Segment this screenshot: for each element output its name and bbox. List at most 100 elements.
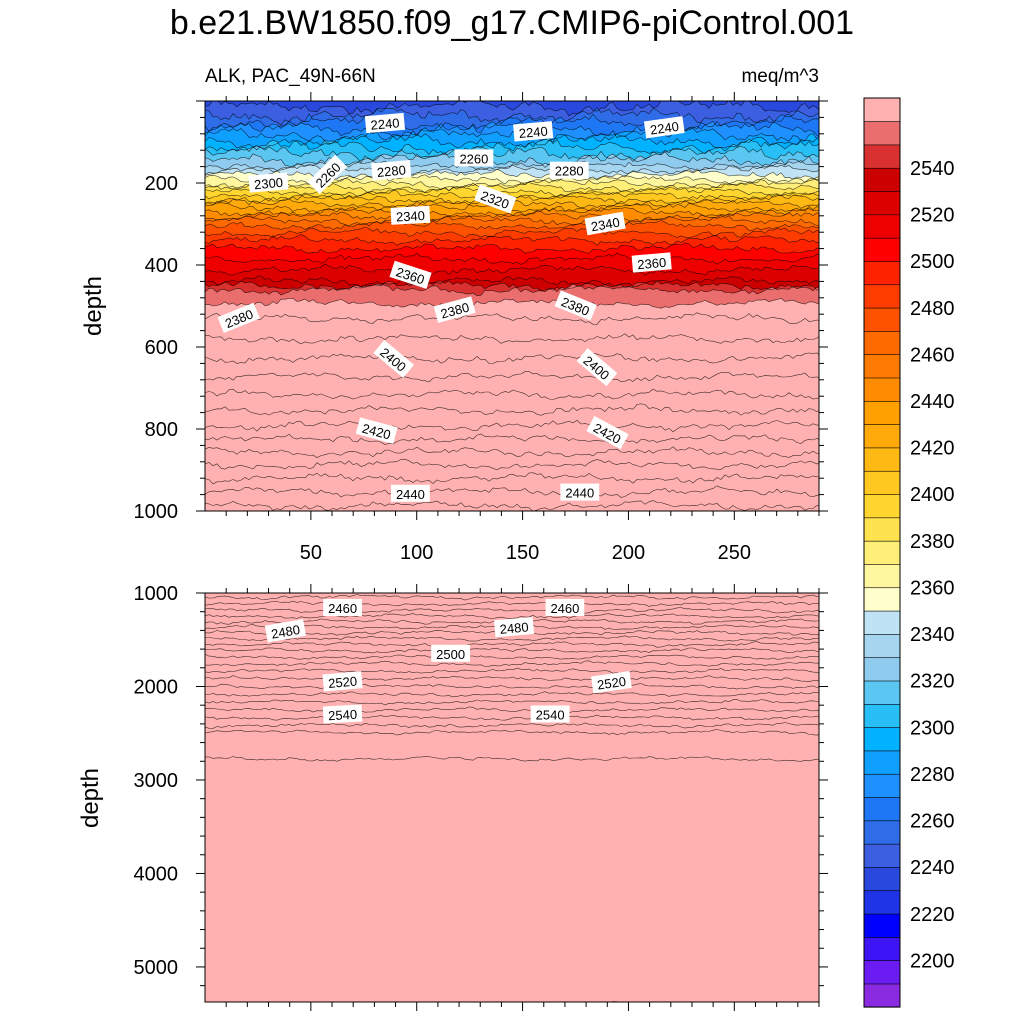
upper-contour-line-2370: [205, 280, 819, 292]
upper-contour-line-2415: [205, 419, 819, 433]
colorbar-box-21: [863, 493, 901, 519]
upper-contour-line-2265: [205, 160, 819, 171]
x-tick-label: 150: [506, 542, 539, 564]
upper-contour-line-2350: [205, 242, 819, 254]
upper-contour-label-6: 2280: [549, 161, 589, 179]
lower-contour-line-2450: [205, 594, 819, 601]
upper-contour-line-2325: [205, 209, 819, 223]
upper-panel-axes: 200 400 600 800 1000 50 100 150 200 250: [134, 92, 828, 564]
colorbar-box-16: [863, 610, 901, 635]
lower-contour-line-2520: [205, 683, 819, 690]
upper-panel-ylabel: depth: [80, 276, 107, 336]
colorbar-box-3: [863, 913, 901, 938]
lower-contour-label-7: 2540: [322, 704, 363, 724]
colorbar-box-23: [863, 447, 901, 472]
upper-contour-line-2365: [205, 275, 819, 288]
upper-contour-line-2235: [205, 121, 819, 139]
right-subtitle: meq/m^3: [741, 66, 819, 87]
lower-panel-ylabel: depth: [77, 768, 104, 828]
upper-contour-label-2: 2240: [643, 116, 685, 139]
colorbar-tick-label: 2260: [910, 811, 955, 833]
contour-label-box: [431, 644, 470, 662]
lower-contour-line-2455: [205, 600, 819, 607]
colorbar-box-18: [863, 563, 901, 589]
upper-contour-line-2385: [205, 312, 819, 325]
colorbar-box-11: [863, 727, 901, 752]
contour-label-box: [322, 671, 363, 692]
colorbar-box-22: [863, 470, 901, 495]
colorbar-box-28: [863, 330, 901, 355]
upper-contour-line-2330: [205, 214, 819, 227]
colorbar-box-9: [863, 773, 901, 798]
colorbar: 2200 2220 2240 2260 2280 2300 2320 2340 2360 2380…: [863, 97, 955, 1008]
upper-contour-label-10: 2340: [584, 211, 626, 236]
upper-y-tick-label: 800: [145, 419, 178, 441]
contour-label-text: 2480: [270, 622, 301, 642]
colorbar-box-38: [863, 97, 901, 122]
contour-label-text: 2440: [396, 487, 425, 502]
upper-contour-line-2260: [205, 151, 819, 169]
contour-label-box: [391, 484, 430, 502]
lower-contour-line-2505: [205, 660, 819, 667]
upper-contour-label-7: 2300: [248, 172, 289, 193]
left-subtitle: ALK, PAC_49N-66N: [205, 66, 376, 87]
upper-contour-line-2245: [205, 133, 819, 149]
colorbar-tick-label: 2220: [910, 904, 955, 926]
lower-panel-contour-fill: [205, 593, 819, 1002]
upper-contour-line-2295: [205, 186, 819, 198]
lower-contour-line-2530: [205, 699, 819, 706]
colorbar-box-37: [863, 121, 901, 146]
upper-contour-line-2450: [205, 524, 821, 535]
contour-label-box: [433, 296, 476, 323]
upper-contour-line-2445: [205, 500, 819, 511]
colorbar-tick-label: 2480: [910, 298, 955, 320]
upper-contour-line-2375: [205, 283, 819, 297]
contour-label-box: [591, 671, 632, 694]
lower-y-tick-label: 5000: [134, 957, 179, 979]
contour-label-text: 2540: [328, 707, 358, 723]
x-tick-label: 100: [400, 542, 433, 564]
contour-label-text: 2500: [436, 647, 465, 662]
colorbar-box-5: [863, 866, 901, 892]
lower-contour-label-3: 2480: [493, 616, 535, 638]
colorbar-tick-label: 2500: [910, 251, 955, 273]
colorbar-box-10: [863, 750, 901, 775]
colorbar-box-15: [863, 633, 901, 658]
contour-label-box: [323, 599, 362, 616]
colorbar-tick-label: 2240: [910, 857, 955, 879]
upper-contour-line-2410: [205, 403, 819, 416]
lower-contour-line-2540: [205, 714, 819, 721]
colorbar-tick-label: 2460: [910, 344, 955, 366]
colorbar-tick-label: 2200: [910, 950, 955, 972]
upper-contour-label-1: 2240: [513, 121, 554, 142]
contour-label-text: 2540: [536, 708, 565, 723]
x-tick-label: 250: [718, 542, 751, 564]
colorbar-box-6: [863, 843, 901, 868]
contour-label-text: 2520: [596, 674, 627, 693]
colorbar-box-1: [863, 960, 901, 985]
lower-contour-label-5: 2520: [322, 671, 363, 692]
lower-panel-frame: [204, 592, 820, 1003]
lower-y-tick-label: 2000: [134, 676, 179, 698]
colorbar-box-30: [863, 284, 901, 309]
contour-label-box: [584, 211, 626, 236]
upper-contour-line-2225: [205, 107, 819, 126]
upper-contour-line-2345: [205, 234, 819, 246]
upper-contour-line-2380: [205, 298, 819, 309]
upper-contour-line-2340: [205, 226, 819, 239]
contour-label-box: [355, 417, 398, 444]
upper-contour-line-2355: [205, 252, 819, 265]
colorbar-box-8: [863, 796, 901, 822]
colorbar-tick-label: 2340: [910, 624, 955, 646]
lower-contour-line-2515: [205, 675, 819, 682]
upper-contour-label-14: 2380: [433, 296, 476, 323]
upper-fill-band-2445: [205, 500, 819, 511]
upper-contour-label-18: 2420: [355, 417, 398, 444]
contour-label-box: [390, 205, 431, 225]
colorbar-tick-label: 2520: [910, 205, 955, 227]
upper-contour-line-2250: [205, 136, 819, 156]
colorbar-box-12: [863, 703, 901, 728]
contour-label-text: 2360: [637, 255, 667, 272]
colorbar-box-33: [863, 214, 901, 239]
upper-y-tick-label: 400: [145, 255, 178, 277]
